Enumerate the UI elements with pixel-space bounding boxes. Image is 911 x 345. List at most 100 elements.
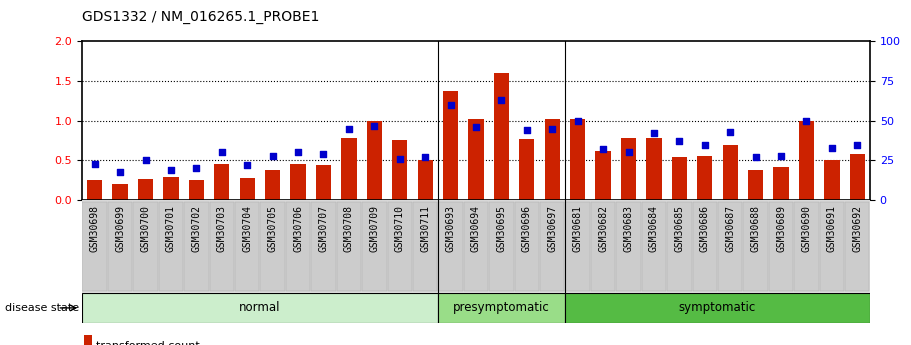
Bar <box>641 202 666 292</box>
Bar <box>748 170 763 200</box>
Bar <box>312 202 335 292</box>
Bar <box>387 202 412 292</box>
Bar <box>286 202 311 292</box>
Bar <box>845 202 869 292</box>
Point <box>113 169 128 174</box>
Bar <box>438 293 565 323</box>
Point <box>824 145 839 150</box>
Bar <box>591 202 615 292</box>
Bar <box>342 138 356 200</box>
Point <box>265 153 280 158</box>
Point <box>545 126 559 131</box>
Point <box>291 150 305 155</box>
Point <box>570 118 585 124</box>
Text: GSM30703: GSM30703 <box>217 205 227 252</box>
Text: GSM30701: GSM30701 <box>166 205 176 252</box>
Text: GSM30695: GSM30695 <box>496 205 507 252</box>
Bar <box>83 202 107 292</box>
Bar <box>697 156 712 200</box>
Text: GSM30698: GSM30698 <box>89 205 99 252</box>
Point <box>621 150 636 155</box>
Point <box>773 153 788 158</box>
Bar <box>84 335 92 345</box>
Bar <box>799 121 814 200</box>
Bar <box>159 202 183 292</box>
Bar <box>596 151 610 200</box>
Text: GSM30681: GSM30681 <box>573 205 583 252</box>
Point <box>519 128 534 133</box>
Point <box>850 142 865 147</box>
Text: GSM30702: GSM30702 <box>191 205 201 252</box>
Bar <box>769 202 793 292</box>
Bar <box>468 119 484 200</box>
Text: GSM30707: GSM30707 <box>319 205 329 252</box>
Bar <box>291 164 306 200</box>
Point <box>494 97 508 103</box>
Bar <box>820 202 844 292</box>
Text: GDS1332 / NM_016265.1_PROBE1: GDS1332 / NM_016265.1_PROBE1 <box>82 10 320 24</box>
Bar <box>240 178 255 200</box>
Bar <box>392 140 407 200</box>
Point <box>214 150 229 155</box>
Point <box>393 156 407 161</box>
Text: transformed count: transformed count <box>96 341 200 345</box>
Text: GSM30694: GSM30694 <box>471 205 481 252</box>
Bar <box>570 119 585 200</box>
Text: GSM30697: GSM30697 <box>548 205 558 252</box>
Bar <box>540 202 565 292</box>
Bar <box>261 202 285 292</box>
Bar <box>494 73 509 200</box>
Text: GSM30696: GSM30696 <box>522 205 532 252</box>
Text: normal: normal <box>240 302 281 314</box>
Point <box>316 151 331 157</box>
Bar <box>235 202 260 292</box>
Text: GSM30708: GSM30708 <box>343 205 353 252</box>
Text: GSM30688: GSM30688 <box>751 205 761 252</box>
Bar <box>133 202 158 292</box>
Text: GSM30709: GSM30709 <box>369 205 379 252</box>
Point <box>367 123 382 128</box>
Point <box>672 139 687 144</box>
Text: GSM30692: GSM30692 <box>853 205 863 252</box>
Text: GSM30711: GSM30711 <box>420 205 430 252</box>
Point <box>647 131 661 136</box>
Point <box>468 124 483 130</box>
Point <box>87 161 102 166</box>
Text: GSM30700: GSM30700 <box>140 205 150 252</box>
Point <box>189 166 204 171</box>
Point <box>748 155 763 160</box>
Bar <box>87 180 102 200</box>
Bar <box>210 202 234 292</box>
Bar <box>692 202 717 292</box>
Bar <box>824 160 840 200</box>
Point <box>799 118 814 124</box>
Point <box>723 129 738 135</box>
Point <box>138 158 153 163</box>
Bar <box>566 202 590 292</box>
Bar <box>667 202 691 292</box>
Text: GSM30704: GSM30704 <box>242 205 252 252</box>
Bar <box>718 202 742 292</box>
Text: GSM30690: GSM30690 <box>802 205 812 252</box>
Bar <box>138 179 153 200</box>
Bar <box>367 121 382 200</box>
Bar <box>773 167 789 200</box>
Bar <box>112 184 128 200</box>
Text: GSM30705: GSM30705 <box>268 205 278 252</box>
Bar <box>189 180 204 200</box>
Text: GSM30687: GSM30687 <box>725 205 735 252</box>
Bar <box>464 202 488 292</box>
Text: GSM30693: GSM30693 <box>445 205 456 252</box>
Bar <box>794 202 819 292</box>
Text: GSM30699: GSM30699 <box>115 205 125 252</box>
Bar <box>443 91 458 200</box>
Point <box>596 147 610 152</box>
Bar <box>489 202 514 292</box>
Text: GSM30683: GSM30683 <box>623 205 633 252</box>
Text: GSM30686: GSM30686 <box>700 205 710 252</box>
Bar <box>163 177 179 200</box>
Bar <box>545 119 560 200</box>
Text: GSM30685: GSM30685 <box>674 205 684 252</box>
Bar <box>362 202 386 292</box>
Bar <box>850 154 865 200</box>
